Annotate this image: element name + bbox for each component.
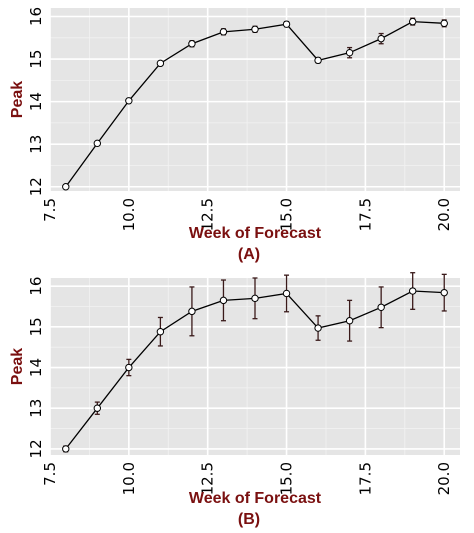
x-tick-label: 12.5 (199, 198, 217, 231)
panel-a-grid (49, 8, 460, 191)
data-point (156, 328, 165, 336)
panel-b-x-axis-title: Week of Forecast (189, 490, 322, 507)
y-tick-label: 13 (27, 399, 45, 418)
x-tick-label: 15.0 (278, 198, 296, 231)
data-point (188, 40, 196, 48)
x-tick-label: 15.0 (278, 462, 296, 495)
data-point (125, 363, 133, 372)
panel-a-background (50, 8, 460, 191)
y-tick-label: 12 (27, 177, 45, 196)
panel-a-label: (A) (238, 246, 260, 263)
data-point (62, 445, 70, 453)
data-point (314, 324, 322, 332)
x-tick-label: 10.0 (120, 462, 138, 495)
panel-a-y-tick-labels: 12 13 14 15 16 (27, 7, 45, 196)
panel-a-x-tick-labels: 7.5 10.0 12.5 15.0 17.5 20.0 (41, 198, 453, 231)
data-point (314, 56, 322, 65)
panel-b-label: (B) (238, 511, 260, 528)
panel-b-x-tick-labels: 7.5 10.0 12.5 15.0 17.5 20.0 (41, 462, 453, 495)
data-point (440, 19, 448, 28)
x-tick-label: 20.0 (435, 198, 453, 231)
y-tick-label: 15 (27, 50, 45, 69)
data-point (345, 48, 354, 57)
data-point (282, 20, 291, 28)
data-point (282, 289, 291, 298)
x-tick-label: 17.5 (356, 198, 374, 231)
data-point (408, 17, 417, 26)
x-tick-label: 10.0 (120, 198, 138, 231)
panel-b-plot (62, 272, 448, 453)
data-point (377, 303, 385, 311)
data-point (93, 139, 102, 148)
panel-a-plot (62, 17, 448, 191)
data-point (440, 288, 448, 297)
panel-a-y-axis-title: Peak (9, 81, 26, 118)
data-point (188, 307, 196, 316)
data-point (251, 294, 259, 303)
panel-b-y-axis-title: Peak (9, 348, 26, 385)
panel-a-x-axis-title: Week of Forecast (189, 225, 322, 242)
y-tick-label: 13 (27, 135, 45, 154)
x-tick-label: 17.5 (356, 462, 374, 495)
data-point (377, 34, 385, 43)
panel-b-y-tick-labels: 12 13 14 15 16 (27, 277, 45, 459)
data-point (156, 59, 165, 68)
y-tick-label: 16 (27, 7, 45, 26)
y-tick-label: 15 (27, 317, 45, 336)
data-point (93, 404, 102, 412)
data-point (219, 28, 228, 36)
x-tick-label: 20.0 (435, 462, 453, 495)
x-tick-label: 7.5 (41, 198, 59, 222)
x-tick-label: 12.5 (199, 462, 217, 495)
y-tick-label: 16 (27, 277, 45, 296)
data-point (62, 183, 70, 191)
data-point (125, 97, 133, 105)
data-point (219, 296, 228, 305)
y-tick-label: 12 (27, 439, 45, 458)
data-point (345, 317, 354, 325)
data-point (408, 287, 417, 295)
y-tick-label: 14 (27, 358, 45, 377)
x-tick-label: 7.5 (41, 462, 59, 486)
data-point (251, 25, 259, 33)
y-tick-label: 14 (27, 92, 45, 111)
